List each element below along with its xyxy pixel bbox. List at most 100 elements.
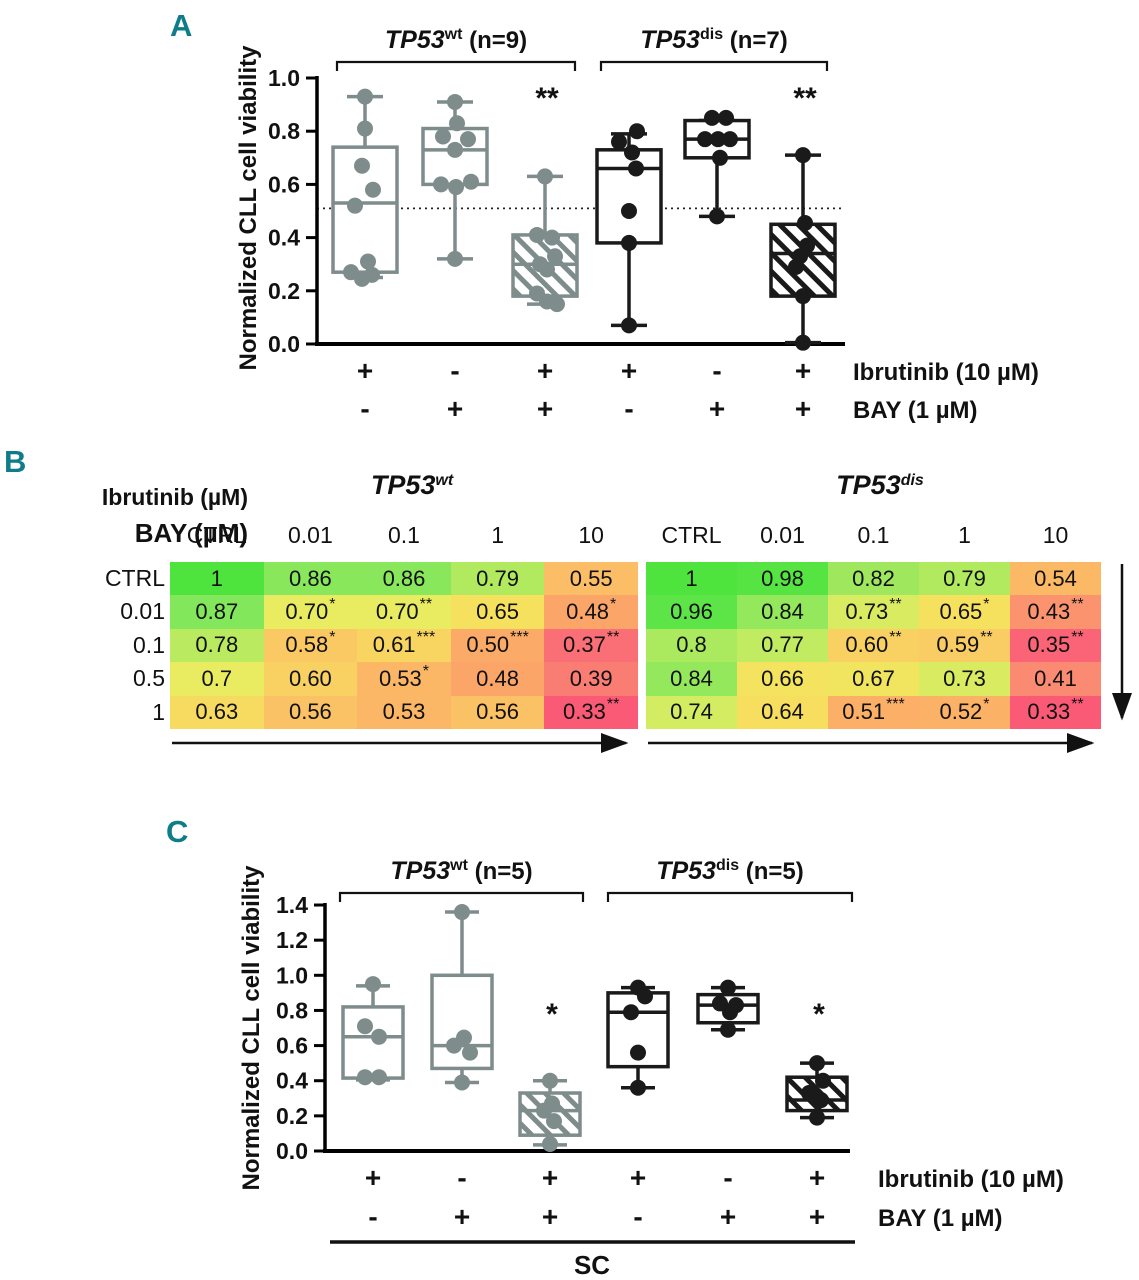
cell-value: 0.35 xyxy=(1027,632,1071,658)
cell-value: 0.7 xyxy=(201,665,233,691)
data-point xyxy=(536,1102,552,1119)
heatmap-cell: 0.53 * xyxy=(357,662,451,696)
box-plot xyxy=(518,1072,582,1152)
group-bracket xyxy=(599,60,829,71)
data-point xyxy=(801,1085,817,1102)
bay-row-header: 0.01 xyxy=(120,598,165,625)
data-point xyxy=(630,1044,646,1061)
cell-significance: * xyxy=(329,629,336,647)
y-tick-label: 0.2 xyxy=(276,1103,308,1129)
data-point xyxy=(621,203,637,219)
data-point xyxy=(371,1028,387,1045)
condition-sign: - xyxy=(450,355,459,386)
cell-value: 0.52 xyxy=(939,699,983,725)
cell-value: 0.53 xyxy=(378,665,422,691)
box-plot xyxy=(785,1055,849,1126)
cell-value: 0.54 xyxy=(1034,565,1077,591)
cell-value: 0.50 xyxy=(466,632,510,658)
heatmap-cell: 0.50 *** xyxy=(450,628,545,663)
cell-significance: ** xyxy=(1071,629,1084,647)
data-point xyxy=(611,133,627,150)
heatmap-cell: 0.84 xyxy=(737,595,828,629)
data-point xyxy=(454,904,470,921)
cell-value: 0.60 xyxy=(288,665,332,691)
heatmap-cell: 0.43 ** xyxy=(1010,595,1101,629)
cell-value: 0.55 xyxy=(569,565,613,591)
data-point xyxy=(813,1092,829,1109)
data-point xyxy=(357,1069,373,1086)
cell-value: 0.33 xyxy=(1027,699,1071,725)
data-point xyxy=(621,317,637,334)
heatmap-cell: 0.59 ** xyxy=(919,628,1010,663)
cell-value: 0.64 xyxy=(761,699,804,725)
y-tick-label: 1.4 xyxy=(276,892,308,918)
y-tick-label: 0.4 xyxy=(268,225,300,251)
ibrutinib-col-header: 10 xyxy=(1042,522,1069,548)
cell-significance: ** xyxy=(980,629,993,647)
y-tick-label: 0.2 xyxy=(268,278,300,304)
significance-label: * xyxy=(546,998,558,1031)
significance-label: ** xyxy=(793,82,817,115)
heatmap-cell: 0.55 xyxy=(544,562,638,596)
y-tick-label: 0.8 xyxy=(276,997,308,1023)
data-point xyxy=(788,258,804,275)
bay-row-headers: CTRL 0.01 0.1 0.5 1 xyxy=(38,562,165,729)
box-plot xyxy=(331,88,399,287)
heatmap-cell: 0.51 *** xyxy=(828,695,919,729)
data-point xyxy=(697,131,713,148)
condition-sign: - xyxy=(360,393,369,424)
data-point xyxy=(357,120,373,137)
data-point xyxy=(463,173,479,190)
cell-value: 0.78 xyxy=(195,632,239,658)
data-point xyxy=(365,976,381,993)
ibrutinib-col-header: 0.01 xyxy=(760,522,805,548)
box-plot xyxy=(683,109,751,225)
heatmap-cell: 0.87 xyxy=(170,595,264,629)
condition-sign: + xyxy=(630,1162,646,1193)
cell-significance: ** xyxy=(1071,696,1084,714)
cell-value: 0.41 xyxy=(1034,665,1077,691)
box-plot xyxy=(769,147,837,351)
cell-value: 0.8 xyxy=(676,632,707,658)
cell-value: 0.70 xyxy=(285,599,329,625)
condition-sign: + xyxy=(542,1201,558,1232)
heatmap-cell: 0.54 xyxy=(1010,562,1101,596)
ibrutinib-axis-label: Ibrutinib (µM) xyxy=(101,484,248,510)
heatmap-cell: 0.7 xyxy=(170,662,264,696)
cell-value: 0.73 xyxy=(845,599,889,625)
data-point xyxy=(537,168,553,185)
heatmap-cell: 0.70 ** xyxy=(357,595,451,629)
y-tick-label: 0.8 xyxy=(268,118,300,144)
condition-sign: + xyxy=(537,393,553,424)
data-point xyxy=(718,109,734,126)
data-point xyxy=(462,1044,478,1061)
cell-significance: ** xyxy=(606,629,620,647)
heatmap-cell: 0.96 xyxy=(646,595,737,629)
cell-value: 0.79 xyxy=(943,565,986,591)
data-point xyxy=(722,1004,738,1021)
data-point xyxy=(797,214,813,231)
ibrutinib-col-header: 0.01 xyxy=(288,522,333,548)
cell-value: 0.84 xyxy=(761,599,804,625)
heatmap-cell: 0.67 xyxy=(828,662,919,696)
data-point xyxy=(448,179,464,196)
data-point xyxy=(447,250,463,267)
data-point xyxy=(712,149,728,166)
heatmap-cell: 0.52 * xyxy=(919,695,1010,729)
y-tick-label: 0.0 xyxy=(276,1138,308,1164)
cell-value: 0.56 xyxy=(476,699,519,725)
gene-name: TP53 xyxy=(836,470,901,500)
cell-value: 0.61 xyxy=(372,632,416,658)
data-point xyxy=(449,115,465,132)
heatmap-cell: 0.77 xyxy=(737,628,828,663)
heatmap-cell: 0.53 xyxy=(357,695,451,729)
heatmap-cell: 0.37 ** xyxy=(544,628,638,663)
heatmap-cell: 0.33 ** xyxy=(544,695,638,729)
box-plot xyxy=(341,976,405,1086)
data-point xyxy=(544,229,560,246)
ibrutinib-col-header: 10 xyxy=(578,522,604,548)
cell-value: 0.87 xyxy=(195,599,239,625)
